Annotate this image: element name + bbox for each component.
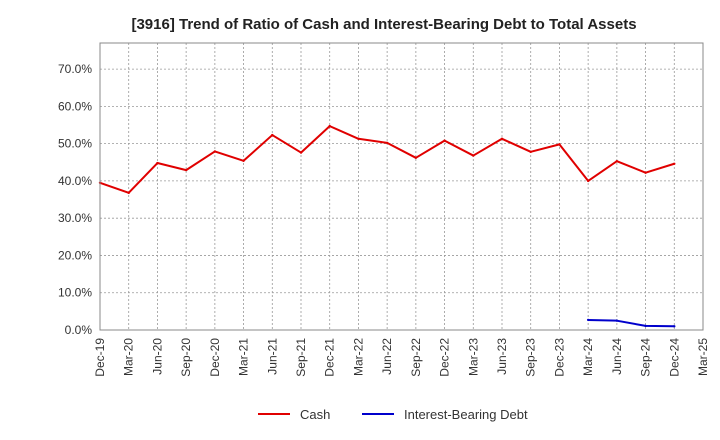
y-tick-label: 0.0% xyxy=(65,323,93,337)
legend-label: Interest-Bearing Debt xyxy=(404,407,528,422)
x-tick-label: Jun-20 xyxy=(150,338,164,375)
data-point xyxy=(414,156,418,159)
x-tick-label: Sep-24 xyxy=(639,338,653,377)
x-tick-label: Mar-22 xyxy=(351,338,365,376)
x-tick-label: Dec-19 xyxy=(93,338,107,377)
data-point xyxy=(299,151,303,154)
y-tick-label: 40.0% xyxy=(58,174,92,188)
data-point xyxy=(644,171,647,174)
x-tick-label: Mar-20 xyxy=(122,338,136,376)
y-tick-label: 20.0% xyxy=(58,248,92,262)
x-tick-label: Jun-21 xyxy=(265,338,279,375)
x-tick-label: Dec-22 xyxy=(438,338,452,377)
x-tick-label: Sep-20 xyxy=(179,338,193,377)
y-tick-label: 30.0% xyxy=(58,211,92,225)
x-tick-label: Mar-21 xyxy=(237,338,251,376)
data-point xyxy=(271,133,274,137)
x-tick-label: Mar-24 xyxy=(581,338,595,376)
data-point xyxy=(673,325,676,328)
x-tick-label: Dec-24 xyxy=(667,338,681,377)
x-tick-label: Dec-23 xyxy=(552,338,566,377)
data-point xyxy=(586,318,590,322)
data-point xyxy=(586,179,590,183)
x-tick-label: Sep-21 xyxy=(294,338,308,377)
y-tick-label: 10.0% xyxy=(58,286,92,300)
data-point xyxy=(472,154,475,157)
x-tick-label: Mar-25 xyxy=(696,338,710,376)
x-axis: Dec-19 Mar-20 Jun-20 Sep-20 Dec-20 Mar-21 Jun-… xyxy=(93,338,710,377)
data-point xyxy=(644,324,647,328)
data-point xyxy=(529,150,532,154)
x-tick-label: Dec-20 xyxy=(208,338,222,377)
x-tick-label: Dec-21 xyxy=(323,338,337,377)
data-point xyxy=(127,191,130,195)
data-point xyxy=(615,159,619,163)
x-tick-label: Mar-23 xyxy=(466,338,480,376)
data-point xyxy=(500,137,504,140)
y-tick-label: 70.0% xyxy=(58,62,92,76)
data-point xyxy=(615,319,619,322)
data-point xyxy=(242,159,245,162)
series-line-interest-bearing-debt xyxy=(588,318,675,328)
series-lines xyxy=(98,124,676,328)
data-point xyxy=(443,139,446,142)
data-point xyxy=(156,161,159,165)
x-tick-label: Sep-22 xyxy=(409,338,423,377)
x-tick-label: Jun-24 xyxy=(610,338,624,375)
x-tick-label: Sep-23 xyxy=(524,338,538,377)
y-axis: 0.0% 10.0% 20.0% 30.0% 40.0% 50.0% 60.0% 70.0% xyxy=(58,62,92,337)
x-tick-label: Jun-22 xyxy=(380,338,394,375)
grid xyxy=(99,43,704,331)
data-point xyxy=(184,168,188,172)
data-point xyxy=(328,124,331,128)
data-point xyxy=(673,162,676,165)
data-point xyxy=(213,150,217,153)
x-tick-label: Jun-23 xyxy=(495,338,509,375)
data-point xyxy=(357,137,360,140)
data-point xyxy=(385,141,389,145)
plot-frame xyxy=(99,42,704,331)
y-tick-label: 60.0% xyxy=(58,99,92,113)
chart-title: [3916] Trend of Ratio of Cash and Intere… xyxy=(131,16,636,33)
y-tick-label: 50.0% xyxy=(58,137,92,151)
data-point xyxy=(558,143,561,146)
legend: Cash Interest-Bearing Debt xyxy=(258,407,528,422)
legend-label: Cash xyxy=(300,407,330,422)
